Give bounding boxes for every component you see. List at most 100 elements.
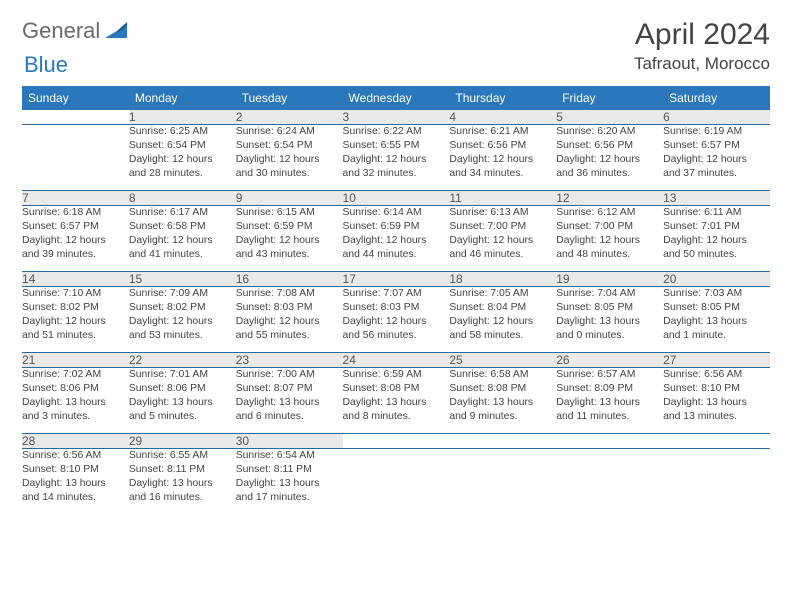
day-number: 26 (556, 353, 663, 368)
sunrise-text: Sunrise: 7:10 AM (22, 287, 129, 301)
daylight-text: Daylight: 12 hours (556, 153, 663, 167)
day-number-row: 123456 (22, 110, 770, 125)
day-number-row: 282930 (22, 434, 770, 449)
day-number (343, 434, 450, 449)
daylight-text: and 48 minutes. (556, 248, 663, 262)
sunset-text: Sunset: 7:01 PM (663, 220, 770, 234)
daylight-text: and 1 minute. (663, 329, 770, 343)
sunset-text: Sunset: 8:03 PM (343, 301, 450, 315)
daylight-text: and 39 minutes. (22, 248, 129, 262)
sunrise-text: Sunrise: 6:25 AM (129, 125, 236, 139)
sunset-text: Sunset: 8:10 PM (663, 382, 770, 396)
day-cell: Sunrise: 6:13 AMSunset: 7:00 PMDaylight:… (449, 206, 556, 272)
sunrise-text: Sunrise: 6:59 AM (343, 368, 450, 382)
sunrise-text: Sunrise: 6:57 AM (556, 368, 663, 382)
sunrise-text: Sunrise: 6:54 AM (236, 449, 343, 463)
daylight-text: Daylight: 13 hours (236, 396, 343, 410)
sunset-text: Sunset: 6:54 PM (236, 139, 343, 153)
sunset-text: Sunset: 6:54 PM (129, 139, 236, 153)
day-number: 5 (556, 110, 663, 125)
day-cell: Sunrise: 7:08 AMSunset: 8:03 PMDaylight:… (236, 287, 343, 353)
day-number: 12 (556, 191, 663, 206)
location: Tafraout, Morocco (634, 54, 770, 74)
daylight-text: Daylight: 12 hours (236, 315, 343, 329)
daylight-text: Daylight: 12 hours (449, 315, 556, 329)
day-detail-row: Sunrise: 6:25 AMSunset: 6:54 PMDaylight:… (22, 125, 770, 191)
day-number: 23 (236, 353, 343, 368)
day-number: 29 (129, 434, 236, 449)
day-number: 8 (129, 191, 236, 206)
day-number: 30 (236, 434, 343, 449)
day-cell: Sunrise: 6:21 AMSunset: 6:56 PMDaylight:… (449, 125, 556, 191)
day-cell (22, 125, 129, 191)
day-number: 15 (129, 272, 236, 287)
daylight-text: Daylight: 12 hours (22, 315, 129, 329)
daylight-text: Daylight: 12 hours (663, 153, 770, 167)
sunrise-text: Sunrise: 6:18 AM (22, 206, 129, 220)
day-cell: Sunrise: 7:01 AMSunset: 8:06 PMDaylight:… (129, 368, 236, 434)
sunrise-text: Sunrise: 6:13 AM (449, 206, 556, 220)
sunrise-text: Sunrise: 6:19 AM (663, 125, 770, 139)
daylight-text: Daylight: 13 hours (556, 396, 663, 410)
day-cell: Sunrise: 7:04 AMSunset: 8:05 PMDaylight:… (556, 287, 663, 353)
daylight-text: and 16 minutes. (129, 491, 236, 505)
day-cell: Sunrise: 7:03 AMSunset: 8:05 PMDaylight:… (663, 287, 770, 353)
sunset-text: Sunset: 6:59 PM (236, 220, 343, 234)
daylight-text: Daylight: 12 hours (236, 153, 343, 167)
day-number: 11 (449, 191, 556, 206)
weekday-header: Thursday (449, 86, 556, 110)
daylight-text: and 9 minutes. (449, 410, 556, 424)
day-number: 6 (663, 110, 770, 125)
day-number (663, 434, 770, 449)
daylight-text: Daylight: 12 hours (129, 315, 236, 329)
sunset-text: Sunset: 8:04 PM (449, 301, 556, 315)
day-number-row: 21222324252627 (22, 353, 770, 368)
day-detail-row: Sunrise: 7:10 AMSunset: 8:02 PMDaylight:… (22, 287, 770, 353)
daylight-text: and 34 minutes. (449, 167, 556, 181)
sunset-text: Sunset: 8:09 PM (556, 382, 663, 396)
daylight-text: Daylight: 12 hours (449, 153, 556, 167)
weekday-header: Tuesday (236, 86, 343, 110)
day-number-row: 78910111213 (22, 191, 770, 206)
sunset-text: Sunset: 6:57 PM (663, 139, 770, 153)
brand-part2: Blue (24, 52, 68, 77)
sunrise-text: Sunrise: 6:21 AM (449, 125, 556, 139)
day-number: 28 (22, 434, 129, 449)
day-detail-row: Sunrise: 6:18 AMSunset: 6:57 PMDaylight:… (22, 206, 770, 272)
day-number: 19 (556, 272, 663, 287)
sunset-text: Sunset: 8:08 PM (449, 382, 556, 396)
daylight-text: and 14 minutes. (22, 491, 129, 505)
daylight-text: and 44 minutes. (343, 248, 450, 262)
day-cell: Sunrise: 6:25 AMSunset: 6:54 PMDaylight:… (129, 125, 236, 191)
day-cell: Sunrise: 6:59 AMSunset: 8:08 PMDaylight:… (343, 368, 450, 434)
weekday-header-row: Sunday Monday Tuesday Wednesday Thursday… (22, 86, 770, 110)
sunset-text: Sunset: 8:07 PM (236, 382, 343, 396)
weekday-header: Saturday (663, 86, 770, 110)
sunrise-text: Sunrise: 6:17 AM (129, 206, 236, 220)
sunrise-text: Sunrise: 6:20 AM (556, 125, 663, 139)
sunset-text: Sunset: 6:55 PM (343, 139, 450, 153)
day-number: 18 (449, 272, 556, 287)
daylight-text: and 56 minutes. (343, 329, 450, 343)
daylight-text: Daylight: 12 hours (556, 234, 663, 248)
day-number (449, 434, 556, 449)
sunrise-text: Sunrise: 6:56 AM (22, 449, 129, 463)
sunset-text: Sunset: 6:56 PM (449, 139, 556, 153)
daylight-text: and 53 minutes. (129, 329, 236, 343)
sunset-text: Sunset: 8:03 PM (236, 301, 343, 315)
daylight-text: Daylight: 13 hours (663, 315, 770, 329)
sunset-text: Sunset: 8:05 PM (556, 301, 663, 315)
daylight-text: Daylight: 13 hours (343, 396, 450, 410)
brand-part1: General (22, 18, 100, 44)
sunset-text: Sunset: 8:02 PM (129, 301, 236, 315)
day-number: 27 (663, 353, 770, 368)
daylight-text: Daylight: 13 hours (129, 396, 236, 410)
day-number: 4 (449, 110, 556, 125)
title-block: April 2024 Tafraout, Morocco (634, 18, 770, 74)
sunrise-text: Sunrise: 7:08 AM (236, 287, 343, 301)
day-cell: Sunrise: 6:11 AMSunset: 7:01 PMDaylight:… (663, 206, 770, 272)
sunset-text: Sunset: 8:08 PM (343, 382, 450, 396)
daylight-text: and 28 minutes. (129, 167, 236, 181)
sunrise-text: Sunrise: 6:56 AM (663, 368, 770, 382)
daylight-text: Daylight: 12 hours (129, 153, 236, 167)
